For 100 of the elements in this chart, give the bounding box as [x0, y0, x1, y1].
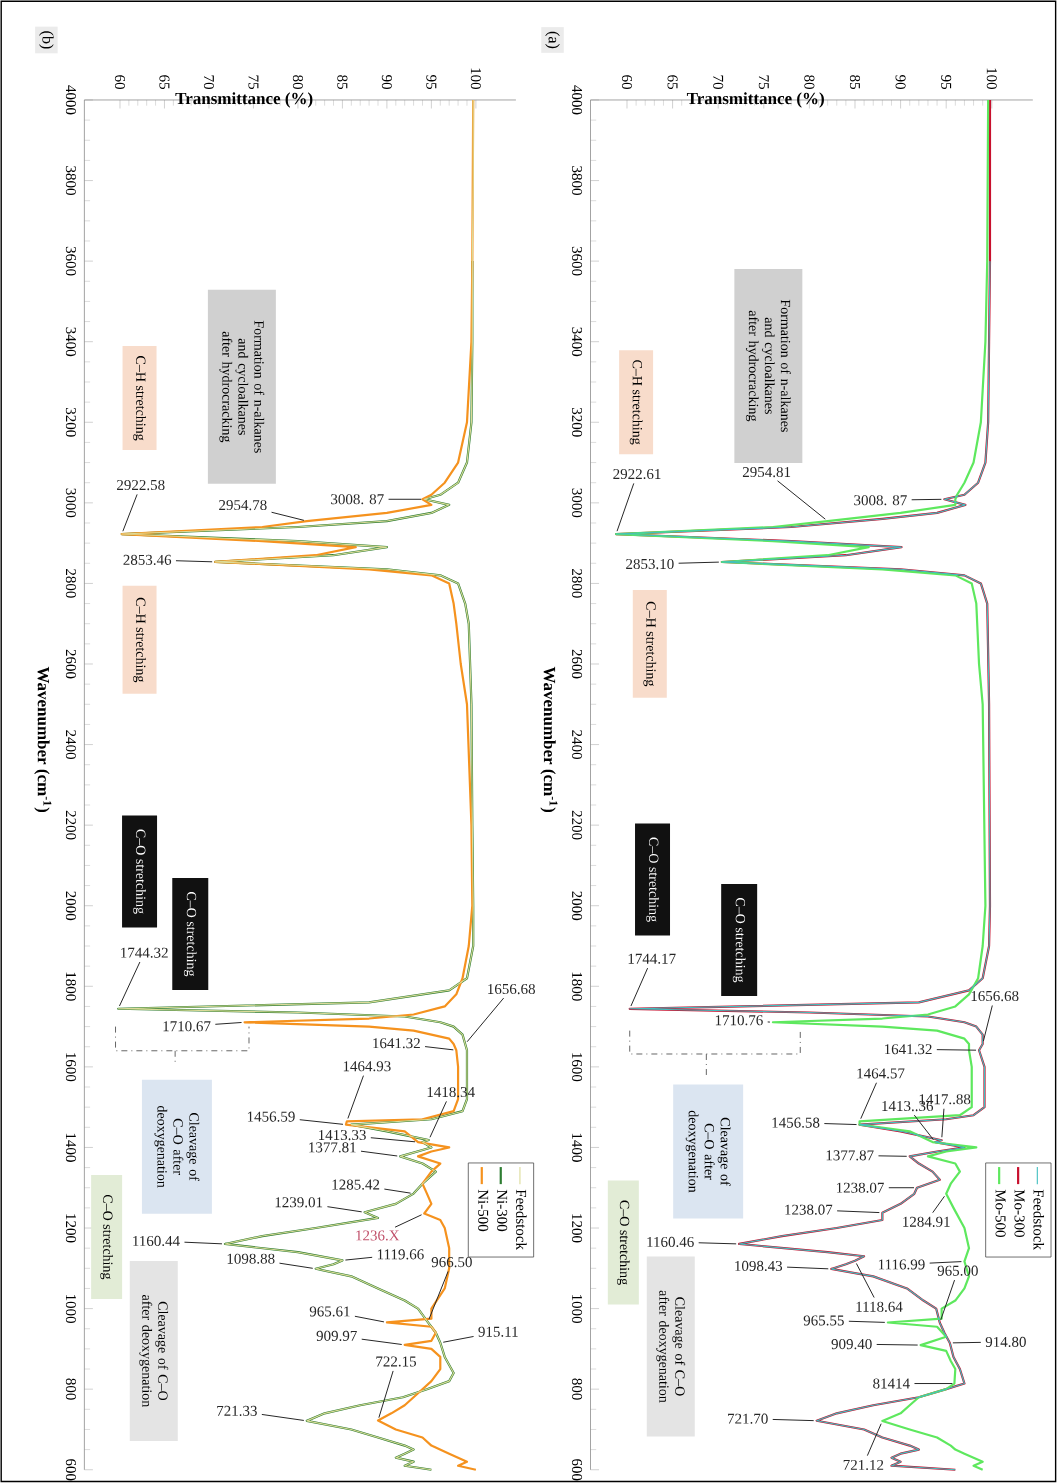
annotation: 1118.64 [856, 1301, 903, 1312]
y-tick-label: 2000 [572, 891, 583, 921]
annotation: C–O stretching [100, 1194, 114, 1280]
y-tick-label: 4000 [572, 85, 583, 115]
x-tick-label: 90 [381, 75, 393, 90]
x-tick-label: 95 [426, 75, 437, 89]
annotation: 965.55 [803, 1315, 844, 1326]
y-tick-label: 3800 [572, 166, 583, 195]
annotation: 1284.91 [903, 1216, 950, 1227]
annotation: Formation of n-alkanes and cycloalkanes after hydrocracking [746, 299, 791, 432]
x-tick-label: 65 [667, 75, 678, 89]
annotation: C–O stretching [732, 897, 746, 983]
annotation: 915.11 [478, 1326, 518, 1337]
annotation: 1238.07 [837, 1182, 885, 1193]
y-tick-label: 2600 [65, 649, 77, 679]
annotation: Cleavage of C–O after deoxygenation [139, 1295, 169, 1408]
y-tick-label: 600 [572, 1459, 583, 1481]
x-tick-label: 60 [622, 75, 633, 90]
annotation: 965.61 [309, 1306, 350, 1317]
annotation: C–H stretching [133, 597, 146, 683]
annotation: 1641.32 [885, 1044, 932, 1055]
annotation: 909.40 [831, 1339, 872, 1350]
annotation: Cleavage of C–O after deoxygenation [154, 1105, 200, 1188]
y-tick-label: 3000 [65, 488, 77, 518]
annotation: 3008. 87 [854, 495, 907, 506]
x-tick-label: 70 [713, 75, 724, 90]
y-tick-label: 3200 [65, 408, 77, 437]
x-axis-title: Transmittance (%) [175, 92, 313, 108]
annotation: 1456.58 [772, 1117, 820, 1128]
annotation: 721.12 [843, 1459, 884, 1471]
legend-label: Ni-500 [478, 1189, 489, 1232]
legend-label: Feedstock [1033, 1189, 1045, 1251]
y-tick-label: 1800 [572, 972, 583, 1001]
annotation: 1098.43 [735, 1260, 783, 1272]
annotation: 1464.57 [857, 1068, 905, 1079]
annotation: 1656.68 [488, 983, 536, 995]
y-tick-label: 600 [65, 1459, 77, 1481]
annotation: 1377.87 [826, 1150, 874, 1161]
annotation: Cleavage of C–O after deoxygenation [656, 1290, 686, 1403]
y-tick-label: 1200 [65, 1214, 77, 1243]
annotation: 1413.33 [319, 1130, 366, 1141]
annotation: C–H stretching [629, 360, 643, 445]
y-tick-label: 2200 [572, 810, 583, 840]
x-tick-label: 95 [941, 75, 952, 89]
annotation: C–O stretching [646, 837, 659, 922]
y-tick-label: 1000 [65, 1294, 77, 1324]
annotation: 3008. 87 [331, 494, 384, 505]
annotation: C–O stretching [617, 1200, 630, 1285]
annotation: C–H stretching [643, 601, 657, 687]
y-tick-label: 2600 [572, 649, 583, 679]
annotation: Cleavage of C–O after deoxygenation [685, 1110, 731, 1193]
y-tick-label: 800 [65, 1378, 77, 1400]
y-tick-label: 2800 [65, 569, 77, 598]
x-tick-label: 85 [850, 75, 861, 89]
y-tick-label: 3600 [572, 246, 583, 276]
annotation: 81414 [873, 1378, 910, 1389]
annotation: 909.97 [316, 1330, 357, 1341]
y-axis-title: Wavenumber (cm$^{-1}$) [540, 666, 558, 813]
y-axis-title: Wavenumber (cm$^{-1}$) [34, 666, 52, 813]
annotation: 2922.58 [117, 479, 165, 491]
annotation: 2853.46 [123, 554, 172, 565]
y-tick-label: 1200 [572, 1214, 583, 1243]
y-tick-label: 1600 [572, 1053, 583, 1082]
chart-title: (b) [39, 31, 54, 49]
annotation: 1656.68 [971, 990, 1019, 1002]
legend-label: Mo-500 [995, 1189, 1006, 1237]
annotation: 1116.99 [879, 1259, 925, 1270]
x-tick-label: 100 [470, 68, 482, 90]
y-tick-label: 3000 [572, 488, 583, 518]
annotation: 914.80 [985, 1336, 1026, 1348]
annotation: 1160.46 [647, 1236, 694, 1248]
legend-label: Feedstock [516, 1189, 527, 1251]
annotation: 721.33 [217, 1405, 257, 1416]
annotation: 2954.78 [219, 499, 267, 511]
annotation: 1285.42 [332, 1179, 380, 1190]
annotation: 1641.32 [373, 1038, 420, 1049]
x-tick-label: 80 [804, 75, 815, 90]
annotation: 1744.32 [121, 947, 168, 958]
annotation: 722.15 [376, 1356, 417, 1367]
x-tick-label: 80 [292, 75, 304, 90]
y-tick-label: 4000 [65, 85, 77, 115]
y-tick-label: 1400 [572, 1133, 583, 1162]
y-tick-label: 2200 [65, 810, 77, 840]
y-tick-label: 800 [572, 1378, 583, 1400]
annotation: 1238.07 [785, 1204, 833, 1215]
annotation: 1377.81 [309, 1142, 356, 1153]
annotation: 1119.66 [377, 1249, 424, 1260]
x-tick-label: 100 [986, 68, 997, 90]
annotation: Formation of n-alkanes and cycloalkanes after hydrocracking [219, 320, 265, 453]
annotation: 1464.93 [343, 1061, 391, 1072]
y-tick-label: 2400 [65, 730, 77, 759]
y-tick-label: 3600 [65, 246, 77, 276]
annotation: C–O stretching [183, 891, 197, 977]
y-tick-label: 2400 [572, 730, 583, 759]
y-tick-label: 3800 [65, 166, 77, 195]
y-tick-label: 2800 [572, 569, 583, 598]
x-tick-label: 70 [203, 75, 215, 90]
y-tick-label: 3400 [572, 327, 583, 357]
annotation: C–H stretching [133, 356, 146, 441]
annotation: 721.70 [728, 1413, 768, 1424]
